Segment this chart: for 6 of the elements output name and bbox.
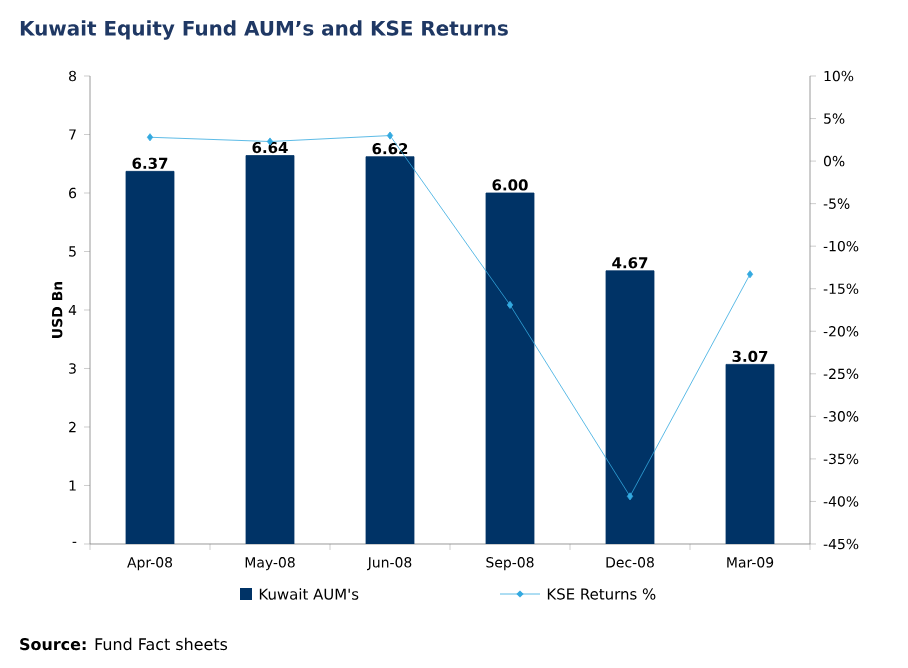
chart-title: Kuwait Equity Fund AUM’s and KSE Returns bbox=[20, 20, 508, 40]
point bbox=[386, 131, 394, 140]
point bbox=[146, 133, 154, 142]
point bbox=[506, 300, 514, 309]
point bbox=[626, 492, 634, 501]
point bbox=[746, 270, 754, 279]
